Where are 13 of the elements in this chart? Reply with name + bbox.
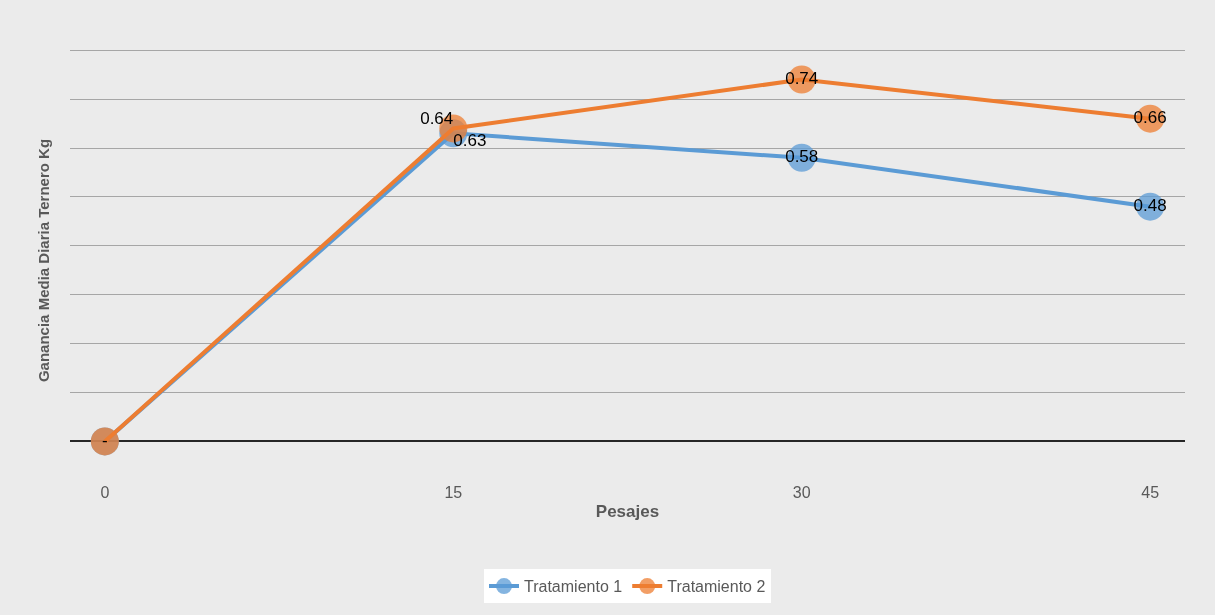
x-tick-label: 45	[1141, 484, 1160, 501]
legend-label: Tratamiento 1	[524, 578, 623, 596]
data-label: -	[102, 430, 108, 450]
data-label: 0.58	[785, 147, 819, 167]
data-label: 0.63	[453, 131, 487, 151]
x-axis-title: Pesajes	[595, 502, 660, 522]
legend-label: Tratamiento 2	[667, 578, 766, 596]
x-tick-label: 0	[100, 484, 110, 501]
data-label: 0.74	[785, 68, 819, 88]
data-label: 0.48	[1133, 195, 1167, 215]
x-tick-label: 15	[444, 484, 463, 501]
x-tick-label: 30	[792, 484, 811, 501]
y-axis-title: Ganancia Media Diaria Ternero Kg	[35, 138, 53, 383]
